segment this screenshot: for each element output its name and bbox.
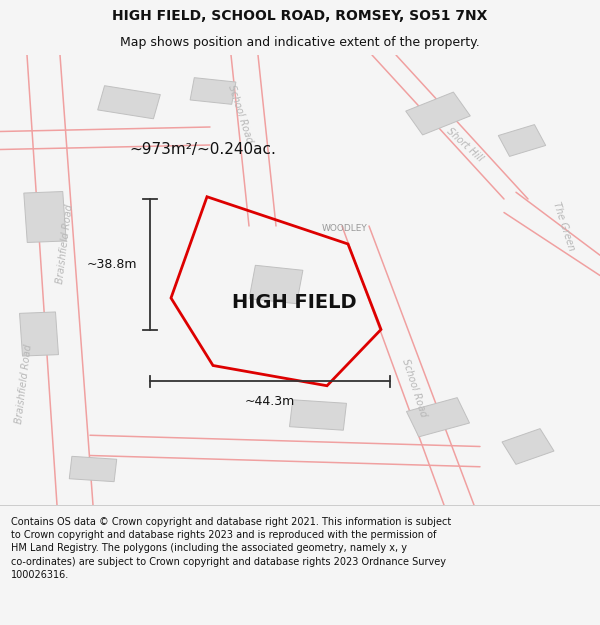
Text: ~44.3m: ~44.3m [245,395,295,408]
Polygon shape [69,456,117,482]
Text: School Road: School Road [400,357,428,418]
Polygon shape [406,92,470,135]
Text: Contains OS data © Crown copyright and database right 2021. This information is : Contains OS data © Crown copyright and d… [11,517,451,580]
Text: ~38.8m: ~38.8m [86,258,137,271]
Polygon shape [499,124,545,156]
Polygon shape [24,191,66,242]
Text: Braishfield Road: Braishfield Road [55,204,74,284]
Text: The Green: The Green [551,200,577,252]
Polygon shape [190,78,236,104]
Polygon shape [290,400,346,430]
Text: HIGH FIELD: HIGH FIELD [232,293,356,312]
Polygon shape [406,398,470,437]
Polygon shape [20,312,58,356]
Polygon shape [502,429,554,464]
Text: Braishfield Road: Braishfield Road [14,343,34,424]
Text: WOODLEY: WOODLEY [322,224,368,232]
Polygon shape [98,86,160,119]
Text: Map shows position and indicative extent of the property.: Map shows position and indicative extent… [120,36,480,49]
Text: HIGH FIELD, SCHOOL ROAD, ROMSEY, SO51 7NX: HIGH FIELD, SCHOOL ROAD, ROMSEY, SO51 7N… [112,9,488,24]
Text: School Road: School Road [226,83,254,144]
Text: ~973m²/~0.240ac.: ~973m²/~0.240ac. [129,142,276,157]
Polygon shape [249,265,303,304]
Text: Short Hill: Short Hill [445,126,485,164]
